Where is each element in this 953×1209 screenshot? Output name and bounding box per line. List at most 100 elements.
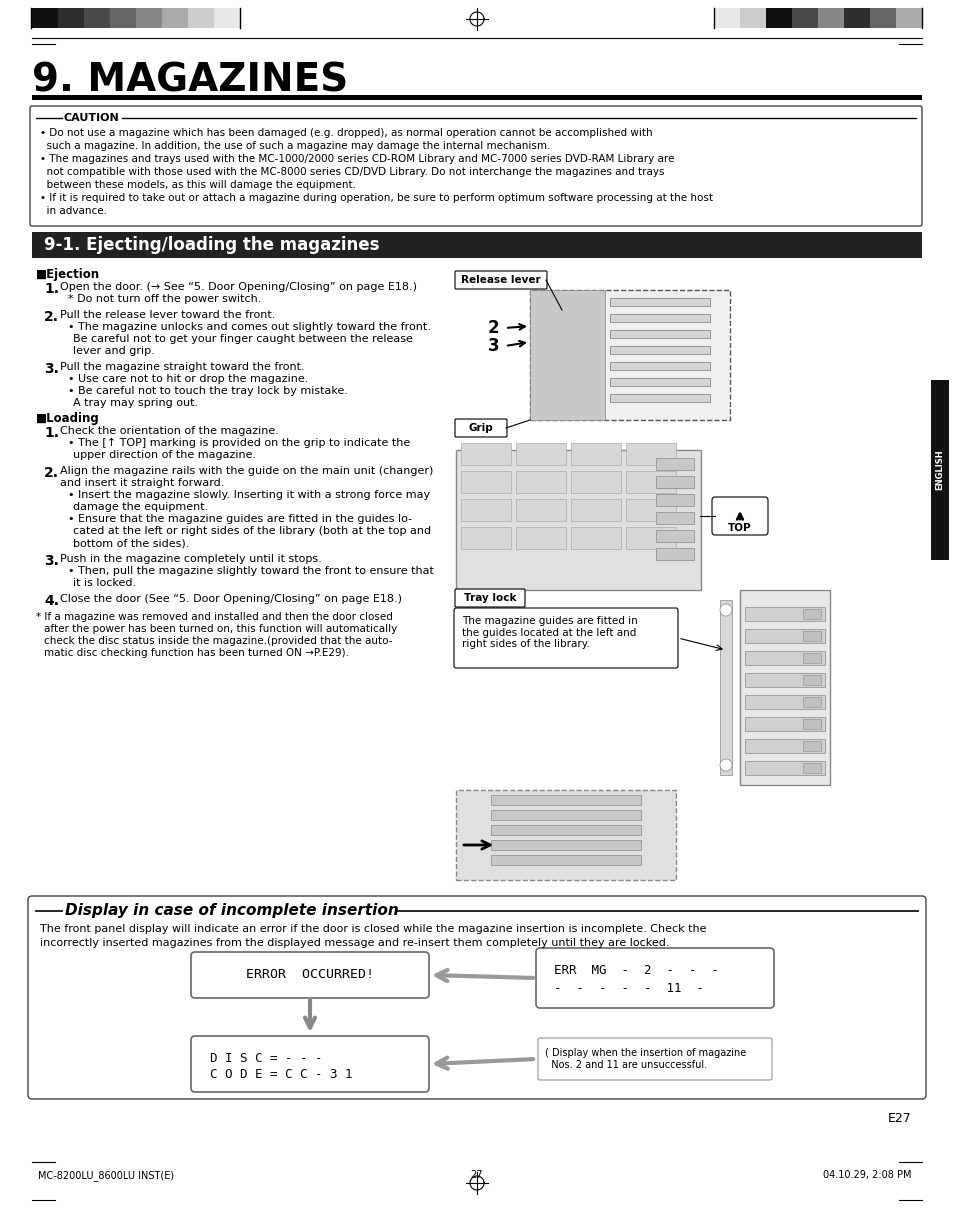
Text: ENGLISH: ENGLISH [935,450,943,491]
Bar [609,378,709,386]
Bar [491,840,640,850]
Bar [162,8,188,28]
Bar [802,719,821,729]
Bar [744,629,824,643]
Bar [491,855,640,864]
Bar [895,8,921,28]
Text: 3: 3 [488,337,499,355]
Bar [625,527,676,549]
FancyBboxPatch shape [536,948,773,1008]
Bar [530,290,604,420]
Text: • Insert the magazine slowly. Inserting it with a strong force may: • Insert the magazine slowly. Inserting … [68,490,430,501]
Text: 2.: 2. [44,465,59,480]
Text: • Be careful not to touch the tray lock by mistake.: • Be careful not to touch the tray lock … [68,386,348,397]
Bar [530,290,729,420]
Text: • The magazines and trays used with the MC-1000/2000 series CD-ROM Library and M: • The magazines and trays used with the … [40,154,674,164]
Text: Release lever: Release lever [460,274,540,285]
Text: The magazine guides are fitted in
the guides located at the left and
right sides: The magazine guides are fitted in the gu… [461,617,638,649]
Bar [802,653,821,663]
Text: • Do not use a magazine which has been damaged (e.g. dropped), as normal operati: • Do not use a magazine which has been d… [40,128,652,138]
FancyBboxPatch shape [455,589,524,607]
Text: Grip: Grip [468,423,493,433]
Text: 4.: 4. [44,594,59,608]
Text: • Ensure that the magazine guides are fitted in the guides lo-: • Ensure that the magazine guides are fi… [68,514,412,523]
Text: ERROR  OCCURRED!: ERROR OCCURRED! [246,968,374,982]
FancyBboxPatch shape [191,951,429,997]
Text: E27: E27 [887,1112,911,1126]
Bar [84,8,110,28]
Text: Close the door (See “5. Door Opening/Closing” on page E18.): Close the door (See “5. Door Opening/Clo… [60,594,401,604]
Bar [110,8,136,28]
Text: * Do not turn off the power switch.: * Do not turn off the power switch. [68,294,261,303]
Bar [744,717,824,731]
Bar [656,530,693,542]
Bar [188,8,213,28]
Text: -  -  -  -  -  11  -: - - - - - 11 - [554,982,703,995]
Bar [740,590,829,785]
Bar [32,232,921,258]
Text: 2: 2 [488,319,499,337]
Text: and insert it straight forward.: and insert it straight forward. [60,478,224,488]
Bar [930,380,948,560]
Text: 3.: 3. [44,554,59,568]
Bar [843,8,869,28]
FancyBboxPatch shape [711,497,767,536]
Bar [571,499,620,521]
Text: in advance.: in advance. [40,206,107,216]
Text: A tray may spring out.: A tray may spring out. [73,398,198,407]
Text: upper direction of the magazine.: upper direction of the magazine. [73,450,255,459]
Bar [744,739,824,753]
Bar [656,494,693,507]
Bar [817,8,843,28]
Text: 1.: 1. [44,282,59,296]
Text: TOP: TOP [727,523,751,533]
Circle shape [720,604,731,617]
Text: 1.: 1. [44,426,59,440]
Text: Align the magazine rails with the guide on the main unit (changer): Align the magazine rails with the guide … [60,465,433,476]
Bar [802,763,821,773]
Text: 9-1. Ejecting/loading the magazines: 9-1. Ejecting/loading the magazines [44,236,379,254]
Text: • The [↑ TOP] marking is provided on the grip to indicate the: • The [↑ TOP] marking is provided on the… [68,438,410,449]
Bar [213,8,240,28]
Bar [744,760,824,775]
FancyBboxPatch shape [454,608,678,669]
Text: bottom of the sides).: bottom of the sides). [73,538,190,548]
Text: 27: 27 [470,1170,483,1180]
Bar [802,698,821,707]
Bar [516,527,565,549]
Bar [656,548,693,560]
FancyBboxPatch shape [537,1039,771,1080]
Bar [609,394,709,403]
Bar [656,511,693,523]
Text: The front panel display will indicate an error if the door is closed while the m: The front panel display will indicate an… [40,924,706,935]
Text: such a magazine. In addition, the use of such a magazine may damage the internal: such a magazine. In addition, the use of… [40,141,550,151]
Text: matic disc checking function has been turned ON →P.E29).: matic disc checking function has been tu… [44,648,349,658]
Bar [571,472,620,493]
Text: Pull the release lever toward the front.: Pull the release lever toward the front. [60,310,275,320]
Bar [625,472,676,493]
Bar [720,600,731,775]
Text: 3.: 3. [44,361,59,376]
Text: D I S C = - - -: D I S C = - - - [210,1052,322,1064]
Bar [136,8,162,28]
Bar [460,499,511,521]
Bar [609,297,709,306]
Bar [516,472,565,493]
Bar [656,458,693,470]
Bar [802,609,821,619]
FancyBboxPatch shape [455,420,506,436]
Bar [656,476,693,488]
Bar [744,673,824,687]
Text: ■Ejection: ■Ejection [36,268,100,280]
Text: damage the equipment.: damage the equipment. [73,502,208,511]
Bar [802,675,821,686]
Text: it is locked.: it is locked. [73,578,136,588]
Bar [491,810,640,820]
Bar [460,472,511,493]
Text: CAUTION: CAUTION [64,112,120,123]
Bar [609,361,709,370]
Bar [491,825,640,835]
Text: Push in the magazine completely until it stops.: Push in the magazine completely until it… [60,554,321,565]
Bar [802,741,821,751]
Text: ■Loading: ■Loading [36,412,100,426]
